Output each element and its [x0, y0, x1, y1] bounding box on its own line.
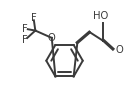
Text: F: F: [22, 35, 28, 45]
Text: F: F: [31, 13, 36, 23]
Text: O: O: [115, 45, 123, 55]
Text: O: O: [48, 33, 56, 43]
Text: F: F: [22, 24, 28, 34]
Text: HO: HO: [93, 11, 109, 21]
